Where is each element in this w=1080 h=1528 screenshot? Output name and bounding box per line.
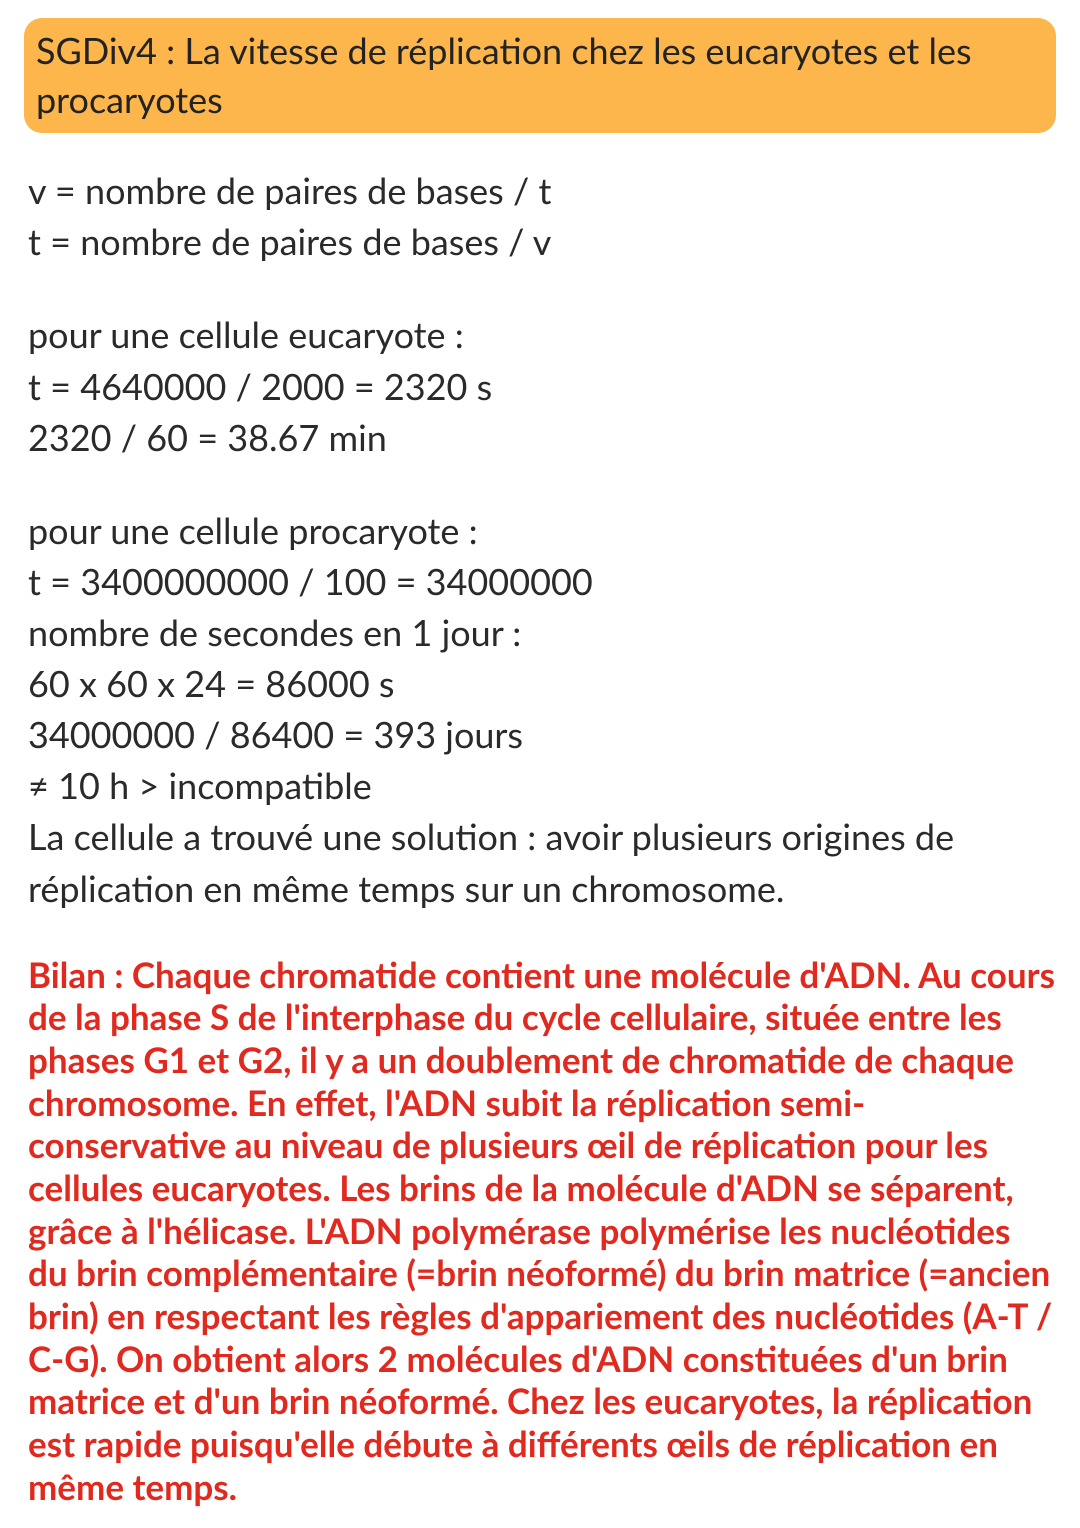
procaryote-calc-1: t = 3400000000 / 100 = 34000000 [28,556,1056,607]
section-title: SGDiv4 : La vitesse de réplication chez … [24,18,1056,133]
formulas-block: v = nombre de paires de bases / t t = no… [24,165,1056,267]
formula-v: v = nombre de paires de bases / t [28,165,1056,216]
eucaryote-heading: pour une cellule eucaryote : [28,309,1056,360]
days-calc: 34000000 / 86400 = 393 jours [28,709,1056,760]
eucaryote-calc-2: 2320 / 60 = 38.67 min [28,412,1056,463]
seconds-per-day-calc: 60 x 60 x 24 = 86000 s [28,658,1056,709]
bilan-paragraph: Bilan : Chaque chromatide contient une m… [24,954,1056,1509]
incompatible-note: ≠ 10 h > incompatible [28,760,1056,811]
procaryote-block: pour une cellule procaryote : t = 340000… [24,505,1056,914]
procaryote-conclusion: La cellule a trouvé une solution : avoir… [28,811,1056,913]
eucaryote-block: pour une cellule eucaryote : t = 4640000… [24,309,1056,462]
formula-t: t = nombre de paires de bases / v [28,216,1056,267]
seconds-per-day-label: nombre de secondes en 1 jour : [28,607,1056,658]
eucaryote-calc-1: t = 4640000 / 2000 = 2320 s [28,361,1056,412]
procaryote-heading: pour une cellule procaryote : [28,505,1056,556]
